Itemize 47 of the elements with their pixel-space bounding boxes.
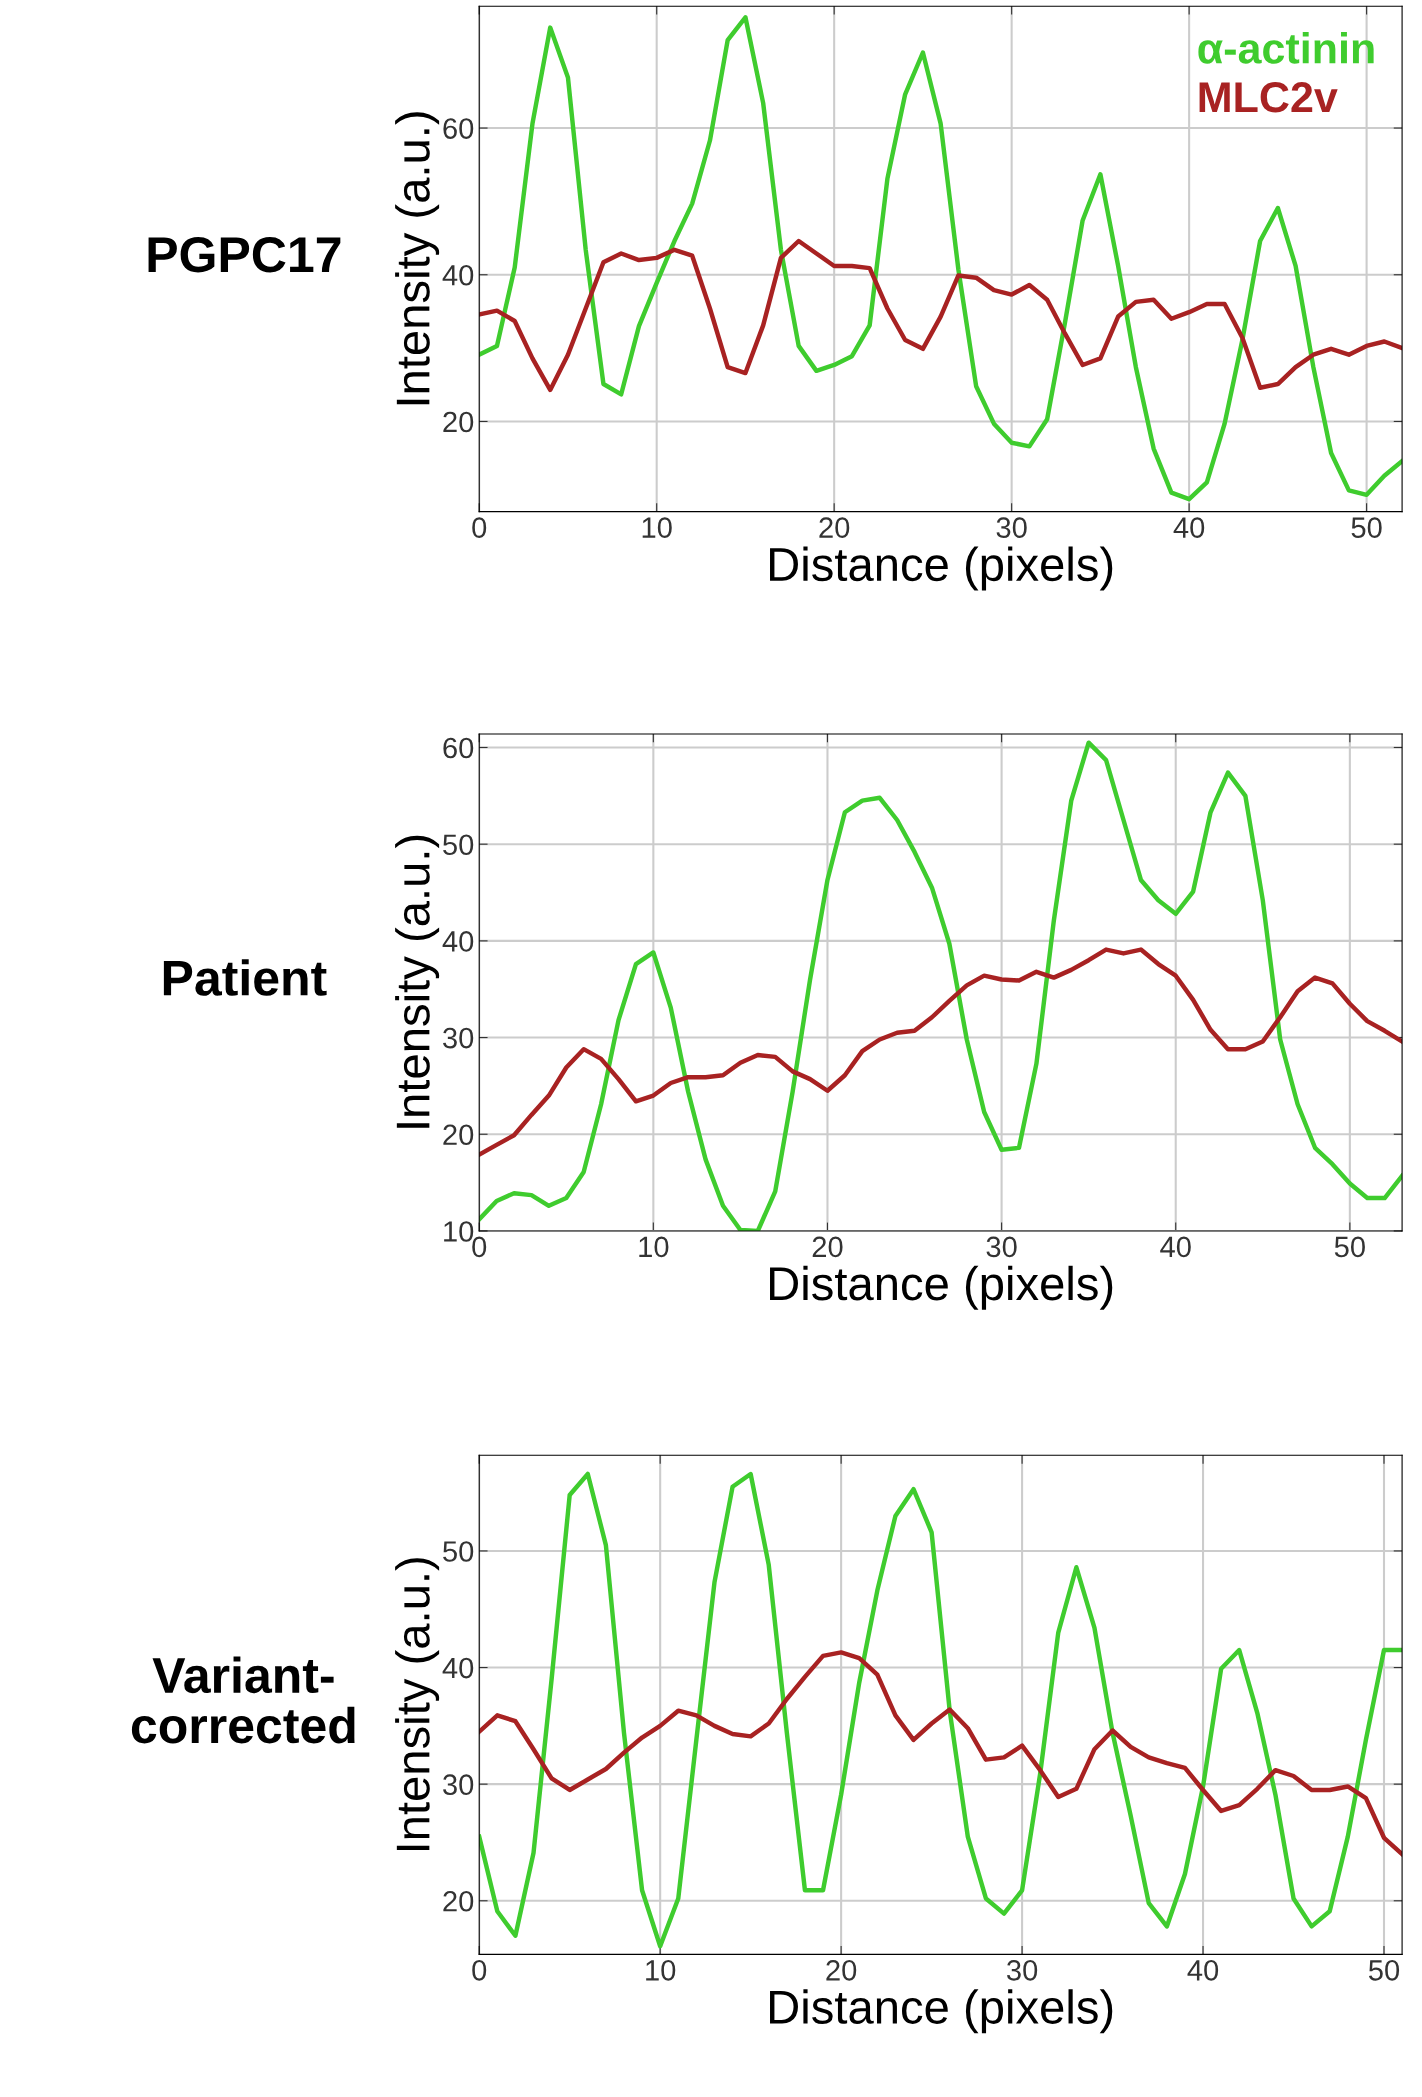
- line-series: [479, 238, 1403, 393]
- x-tick-label: 10: [642, 517, 672, 538]
- line-series: [479, 1471, 1403, 1949]
- x-tick-label: 0: [472, 517, 487, 538]
- x-tick-label: 10: [646, 1960, 676, 1981]
- y-tick-label: 40: [442, 931, 474, 952]
- x-tick-label: 40: [1173, 517, 1205, 538]
- x-tick-label: 10: [639, 1236, 669, 1258]
- x-axis-title: Distance (pixels): [770, 546, 1113, 591]
- y-tick-label: 10: [444, 1221, 474, 1242]
- x-tick-label: 0: [472, 1960, 487, 1981]
- text: α-actinin: [1198, 32, 1374, 64]
- x-tick-label: 30: [1006, 1960, 1038, 1981]
- x-tick-label: 30: [986, 1236, 1017, 1258]
- y-tick-label: 30: [443, 1027, 474, 1049]
- y-tick-label: 30: [443, 1774, 474, 1796]
- y-tick-label: 50: [443, 1541, 474, 1562]
- x-axis-title: Distance (pixels): [770, 1265, 1113, 1310]
- x-tick-label: 20: [812, 1236, 843, 1258]
- x-tick-label: 30: [996, 517, 1027, 538]
- y-tick-label: 20: [443, 1124, 474, 1146]
- line-series: [479, 1650, 1403, 1857]
- text: MLC2v: [1199, 82, 1338, 113]
- y-tick-label: 40: [442, 264, 474, 286]
- x-axis-title: Distance (pixels): [770, 1989, 1113, 2034]
- text: Variant-corrected: [131, 1656, 355, 1744]
- y-tick-label: 20: [443, 411, 474, 433]
- x-tick-label: 40: [1160, 1236, 1191, 1258]
- y-tick-label: 50: [443, 834, 474, 856]
- x-tick-label: 20: [819, 517, 850, 538]
- line-series: [479, 947, 1403, 1157]
- y-axis-title: Intensity (a.u.): [395, 835, 440, 1128]
- x-tick-label: 50: [1334, 1236, 1365, 1258]
- x-tick-label: 20: [826, 1960, 857, 1981]
- x-tick-label: 50: [1351, 517, 1382, 538]
- y-tick-label: 20: [443, 1890, 474, 1912]
- y-tick-label: 60: [443, 737, 474, 759]
- line-series: [479, 15, 1403, 502]
- y-axis-title: Intensity (a.u.): [395, 1558, 440, 1851]
- x-tick-label: 0: [472, 1236, 487, 1258]
- text: Patient: [163, 959, 327, 996]
- text: PGPC17: [148, 237, 341, 273]
- x-tick-label: 40: [1187, 1960, 1219, 1981]
- y-tick-label: 40: [442, 1657, 474, 1679]
- x-tick-label: 50: [1368, 1960, 1400, 1981]
- y-tick-label: 60: [443, 118, 474, 139]
- y-axis-title: Intensity (a.u.): [395, 112, 440, 405]
